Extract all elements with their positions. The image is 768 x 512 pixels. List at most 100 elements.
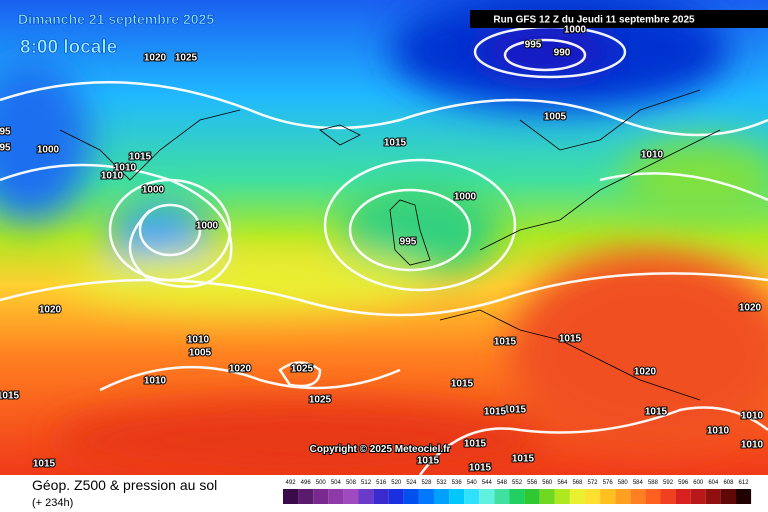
isobar-label: 1020 (229, 364, 252, 375)
scale-swatch (539, 489, 555, 504)
isobar-label: 1015 (469, 463, 492, 474)
forecast-date: Dimanche 21 septembre 2025 (18, 11, 214, 27)
isobar-label: 1025 (175, 53, 198, 64)
scale-swatch (660, 489, 676, 504)
isobar-label: 1005 (189, 348, 212, 359)
footer-title: Géop. Z500 & pression au sol (32, 477, 217, 493)
scale-label: 504 (331, 480, 342, 486)
isobar-label: 1015 (417, 456, 440, 467)
isobar-label: 1015 (129, 152, 152, 163)
scale-swatch (736, 489, 752, 504)
scale-swatch (690, 489, 706, 504)
scale-label: 568 (572, 480, 583, 486)
scale-swatch (434, 489, 450, 504)
map-area (0, 0, 768, 475)
scale-swatch (343, 489, 359, 504)
isobar-label: 1010 (187, 335, 210, 346)
scale-label: 600 (693, 480, 704, 486)
isobar-label: 1015 (464, 439, 487, 450)
scale-label: 552 (512, 480, 523, 486)
isobar-label: 1020 (634, 367, 657, 378)
isobar-label: 1015 (494, 337, 517, 348)
isobar-label: 1015 (504, 405, 527, 416)
scale-swatch (585, 489, 601, 504)
scale-label: 576 (603, 480, 614, 486)
scale-swatch (388, 489, 404, 504)
scale-swatch (615, 489, 631, 504)
isobar-label: 1020 (39, 305, 62, 316)
isobar-label: 1010 (144, 376, 167, 387)
isobar-label: 995 (400, 237, 417, 248)
scale-swatch (298, 489, 314, 504)
scale-label: 592 (663, 480, 674, 486)
scale-label: 596 (678, 480, 689, 486)
copyright: Copyright © 2025 Meteociel.fr (310, 444, 451, 455)
scale-swatch (283, 489, 299, 504)
isobar-label: 1020 (739, 303, 762, 314)
isobar-label: 995 (525, 40, 542, 51)
isobar-label: 1000 (564, 25, 587, 36)
isobar-label: 1025 (309, 395, 332, 406)
scale-swatch (373, 489, 389, 504)
scale-label: 520 (391, 480, 402, 486)
scale-label: 512 (361, 480, 372, 486)
scale-swatch (494, 489, 510, 504)
scale-label: 544 (482, 480, 493, 486)
isobar-label: 1015 (451, 379, 474, 390)
isobar-label: 1010 (641, 150, 664, 161)
run-banner (470, 10, 768, 28)
isobar-label: 1015 (384, 138, 407, 149)
scale-swatch (630, 489, 646, 504)
scale-swatch (554, 489, 570, 504)
isobar-label: 1015 (512, 454, 535, 465)
scale-swatch (524, 489, 540, 504)
scale-swatch (509, 489, 525, 504)
isobar-label: 1015 (484, 407, 507, 418)
isobar-label: 95 (0, 127, 11, 138)
scale-label: 548 (497, 480, 508, 486)
scale-swatch (675, 489, 691, 504)
isobar-label: 1000 (142, 185, 165, 196)
scale-label: 516 (376, 480, 387, 486)
scale-swatch (403, 489, 419, 504)
isobar-label: 1015 (0, 391, 20, 402)
isobar-label: 1015 (645, 407, 668, 418)
scale-swatch (479, 489, 495, 504)
scale-label: 500 (316, 480, 327, 486)
isobar-label: 990 (554, 48, 571, 59)
scale-label: 496 (301, 480, 312, 486)
isobar-label: 1010 (101, 171, 124, 182)
isobar-label: 1010 (707, 426, 730, 437)
scale-label: 572 (588, 480, 599, 486)
scale-swatch (569, 489, 585, 504)
scale-label: 608 (723, 480, 734, 486)
scale-label: 524 (406, 480, 417, 486)
isobar-label: 1000 (196, 221, 219, 232)
scale-label: 560 (542, 480, 553, 486)
scale-label: 508 (346, 480, 357, 486)
scale-swatch (418, 489, 434, 504)
scale-label: 536 (452, 480, 463, 486)
scale-swatch (645, 489, 661, 504)
scale-label: 540 (467, 480, 478, 486)
scale-swatch (705, 489, 721, 504)
isobar-label: 1015 (559, 334, 582, 345)
scale-swatch (358, 489, 374, 504)
isobar-label: 1015 (33, 459, 56, 470)
scale-label: 580 (618, 480, 629, 486)
scale-label: 584 (633, 480, 644, 486)
scale-label: 588 (648, 480, 659, 486)
scale-swatch (328, 489, 344, 504)
isobar-label: 1000 (454, 192, 477, 203)
scale-swatch (449, 489, 465, 504)
isobar-label: 1010 (741, 440, 764, 451)
scale-swatch (313, 489, 329, 504)
scale-label: 528 (421, 480, 432, 486)
isobar-label: 1005 (544, 112, 567, 123)
isobar-label: 1000 (37, 145, 60, 156)
scale-swatch (600, 489, 616, 504)
isobar-label: 1025 (291, 364, 314, 375)
